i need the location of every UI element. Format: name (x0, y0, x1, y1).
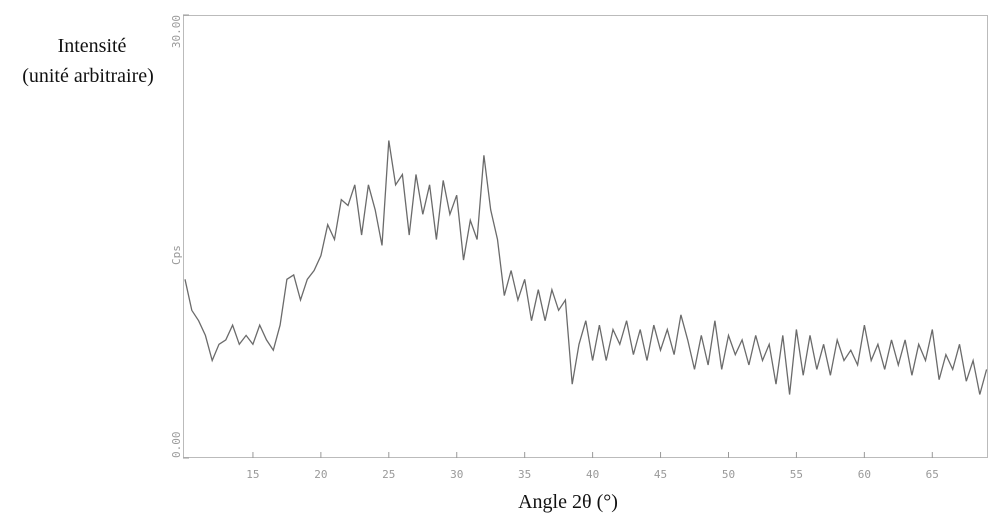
y-title: Intensité (58, 35, 127, 57)
x-tick-label: 30 (450, 468, 463, 481)
x-tick-label: 65 (926, 468, 939, 481)
x-tick-label: 50 (722, 468, 735, 481)
x-tick-label: 40 (586, 468, 599, 481)
x-tick-label: 35 (518, 468, 531, 481)
x-tick-label: 25 (382, 468, 395, 481)
y-tick-label: 30.00 (170, 15, 183, 48)
x-tick-label: 45 (654, 468, 667, 481)
y-tick-label: 0.00 (170, 432, 183, 459)
y-title: (unité arbitraire) (22, 65, 154, 87)
x-tick-label: 60 (858, 468, 871, 481)
x-title: Angle 2θ (°) (518, 491, 618, 513)
plot-frame (183, 15, 988, 458)
x-tick-label: 20 (314, 468, 327, 481)
y-unit: Cps (170, 245, 183, 265)
x-tick-label: 15 (246, 468, 259, 481)
x-tick-label: 55 (790, 468, 803, 481)
data-line (184, 140, 988, 395)
